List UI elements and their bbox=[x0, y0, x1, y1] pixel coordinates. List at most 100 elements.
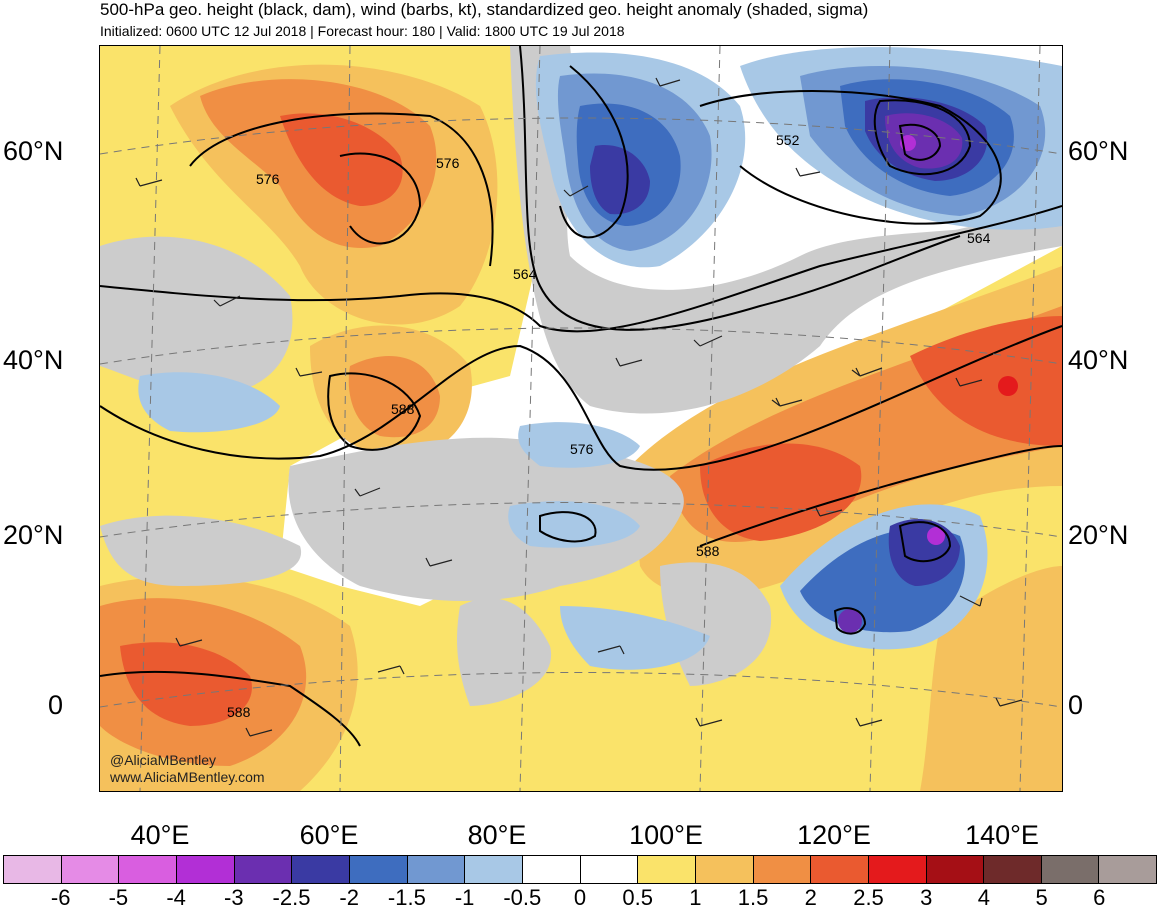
map-canvas: 576 576 552 564 564 588 576 588 588 bbox=[100, 46, 1062, 791]
colorbar-swatch bbox=[176, 856, 235, 883]
contour-line-siberia-low bbox=[559, 65, 629, 239]
colorbar-tick-label: -6 bbox=[50, 885, 71, 910]
colorbar-tick-label: -1 bbox=[454, 885, 475, 910]
colorbar-swatch bbox=[61, 856, 120, 883]
contour-label: 588 bbox=[696, 543, 720, 559]
contour-line-pacific-low bbox=[898, 521, 952, 563]
lon-label-140e: 140°E bbox=[965, 820, 1039, 850]
colorbar-tick-label: 0 bbox=[573, 885, 587, 910]
colorbar-tick-label: 1.5 bbox=[737, 885, 769, 910]
anomaly-negative-0.5-china bbox=[508, 501, 640, 548]
lon-label-60e: 60°E bbox=[299, 820, 359, 850]
contour-label: 564 bbox=[513, 266, 537, 282]
anomaly-colorbar bbox=[3, 855, 1157, 884]
colorbar-swatch bbox=[407, 856, 466, 883]
anomaly-positive-2.5-africa bbox=[120, 642, 252, 726]
contour-588-africa bbox=[100, 670, 361, 747]
colorbar-swatch bbox=[1041, 856, 1100, 883]
anomaly-positive-3-japan bbox=[998, 376, 1018, 396]
lat-label-40n-left: 40°N bbox=[3, 345, 64, 375]
colorbar-swatch bbox=[811, 856, 869, 883]
colorbar-swatch bbox=[984, 856, 1042, 883]
colorbar-tick-label: 0.5 bbox=[622, 885, 653, 910]
colorbar-tick-label: -5 bbox=[108, 885, 129, 910]
colorbar-tick-label: 2.5 bbox=[853, 885, 884, 910]
colorbar-swatch bbox=[868, 856, 927, 883]
contour-label: 576 bbox=[256, 171, 280, 187]
colorbar-swatch bbox=[234, 856, 293, 883]
colorbar-tick-label: 1 bbox=[689, 885, 702, 910]
height-contours bbox=[100, 46, 1062, 747]
contour-label: 576 bbox=[436, 155, 460, 171]
colorbar-swatch bbox=[1099, 856, 1157, 883]
colorbar-swatch bbox=[926, 856, 985, 883]
colorbar-swatch bbox=[349, 856, 408, 883]
anomaly-negative-3-pacific bbox=[927, 527, 945, 545]
lon-label-100e: 100°E bbox=[629, 820, 703, 850]
lat-label-0-right: 0 bbox=[1068, 690, 1084, 720]
colorbar-swatch bbox=[4, 856, 62, 883]
colorbar-swatch bbox=[465, 856, 523, 883]
colorbar-tick-label: -2 bbox=[339, 885, 359, 910]
anomaly-neutral-gray-africa bbox=[100, 515, 302, 586]
contour-line-europe-inner bbox=[339, 152, 422, 245]
anomaly-negative-0.5-mideast bbox=[138, 372, 280, 433]
lon-label-40e: 40°E bbox=[130, 820, 190, 850]
colorbar-tick-label: 3 bbox=[920, 885, 933, 910]
lat-label-20n-right: 20°N bbox=[1068, 520, 1129, 550]
contour-552-okhotsk bbox=[699, 90, 1002, 225]
contour-label: 564 bbox=[967, 230, 991, 246]
contour-label: 576 bbox=[570, 441, 594, 457]
colorbar-swatch bbox=[522, 856, 581, 883]
contour-564-asia bbox=[100, 205, 1062, 333]
colorbar-tick-label: 2 bbox=[804, 885, 817, 910]
anomaly-neutral-gray-asia bbox=[288, 437, 684, 601]
anomaly-negative-2.5-pacific-small bbox=[838, 609, 862, 633]
wind-barbs bbox=[135, 77, 1023, 737]
anomaly-positive-2-japan bbox=[910, 316, 1062, 446]
lon-label-80e: 80°E bbox=[467, 820, 527, 850]
weather-map: 576 576 552 564 564 588 576 588 588 bbox=[99, 45, 1063, 792]
colorbar-tick-label: -1.5 bbox=[387, 885, 426, 910]
lat-label-60n-right: 60°N bbox=[1068, 136, 1129, 166]
colorbar-swatch bbox=[695, 856, 754, 883]
graticule bbox=[100, 46, 1062, 791]
colorbar-tick-label: -3 bbox=[224, 885, 244, 910]
anomaly-neutral-gray-europe bbox=[100, 236, 293, 396]
lon-label-120e: 120°E bbox=[797, 820, 871, 850]
lat-label-60n-left: 60°N bbox=[3, 136, 64, 166]
lat-label-20n-left: 20°N bbox=[3, 520, 64, 550]
colorbar-tick-label: -4 bbox=[166, 885, 186, 910]
colorbar-swatch bbox=[638, 856, 696, 883]
contour-line-tibet-low bbox=[539, 511, 597, 543]
colorbar-swatch bbox=[119, 856, 177, 883]
colorbar-tick-label: 5 bbox=[1035, 885, 1048, 910]
contour-label: 588 bbox=[227, 704, 251, 720]
contour-576-europe bbox=[189, 112, 494, 267]
contour-576-tibet bbox=[100, 325, 1062, 471]
contour-label: 588 bbox=[391, 401, 415, 417]
credit-handle: @AliciaMBentley bbox=[110, 752, 217, 768]
contour-line-caspian-high bbox=[327, 372, 422, 451]
map-subtitle: Initialized: 0600 UTC 12 Jul 2018 | Fore… bbox=[100, 23, 625, 39]
contour-label-group: 576 576 552 564 564 588 576 588 588 bbox=[227, 132, 991, 720]
lat-label-0-left: 0 bbox=[48, 690, 64, 720]
contour-line-pacific-low-2 bbox=[833, 607, 867, 635]
colorbar-tick-label: 4 bbox=[977, 885, 991, 910]
anomaly-positive-2.5-europe bbox=[280, 113, 403, 206]
anomaly-negative-2-siberia bbox=[590, 145, 650, 215]
colorbar-swatch bbox=[292, 856, 350, 883]
colorbar-swatch bbox=[580, 856, 639, 883]
map-title: 500-hPa geo. height (black, dam), wind (… bbox=[100, 0, 869, 19]
colorbar-tick-label: 6 bbox=[1093, 885, 1106, 910]
contour-line-okhotsk-inner bbox=[873, 99, 972, 176]
lat-label-40n-right: 40°N bbox=[1068, 345, 1129, 375]
anomaly-negative-0.5-bay bbox=[560, 606, 710, 670]
contour-line-north-trough bbox=[519, 46, 961, 331]
colorbar-tick-label: -0.5 bbox=[503, 885, 542, 910]
anomaly-neutral-gray-india bbox=[457, 598, 552, 706]
colorbar-swatch bbox=[753, 856, 812, 883]
contour-label: 552 bbox=[776, 132, 800, 148]
contour-line-okhotsk-core bbox=[898, 123, 942, 161]
credit-website: www.AliciaMBentley.com bbox=[110, 769, 265, 785]
